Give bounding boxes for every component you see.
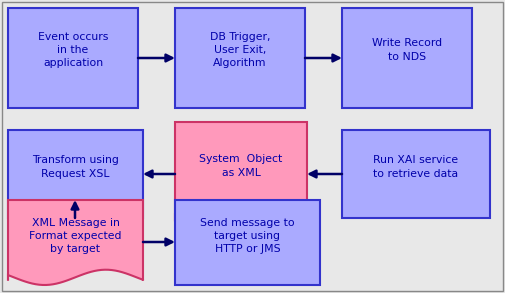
Text: System  Object
as XML: System Object as XML xyxy=(199,154,283,178)
Text: DB Trigger,
User Exit,
Algorithm: DB Trigger, User Exit, Algorithm xyxy=(210,32,270,68)
Bar xyxy=(175,8,305,108)
Text: Write Record
to NDS: Write Record to NDS xyxy=(372,38,442,62)
Text: Run XAI service
to retrieve data: Run XAI service to retrieve data xyxy=(373,155,459,178)
Bar xyxy=(342,8,472,108)
Bar xyxy=(175,200,320,285)
Text: Transform using
Request XSL: Transform using Request XSL xyxy=(32,155,119,178)
Bar xyxy=(8,8,138,108)
Polygon shape xyxy=(175,122,307,227)
Text: Event occurs
in the
application: Event occurs in the application xyxy=(38,32,108,68)
Bar xyxy=(8,130,143,218)
Bar xyxy=(342,130,490,218)
Polygon shape xyxy=(8,200,143,285)
Text: Send message to
target using
HTTP or JMS: Send message to target using HTTP or JMS xyxy=(200,217,295,254)
Text: XML Message in
Format expected
by target: XML Message in Format expected by target xyxy=(29,217,122,254)
